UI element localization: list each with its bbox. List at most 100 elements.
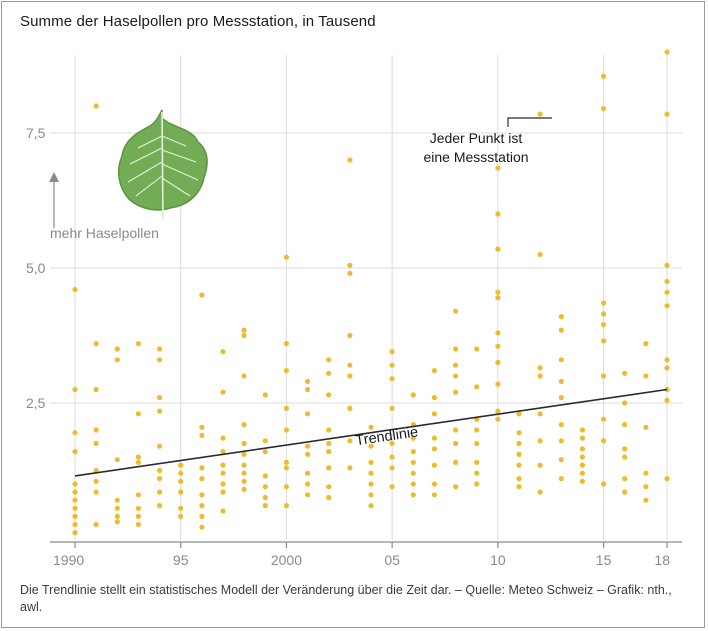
data-point <box>431 435 437 441</box>
data-point <box>601 481 607 487</box>
data-point <box>347 157 353 163</box>
data-point <box>664 303 670 309</box>
x-tick-label: 05 <box>384 552 400 568</box>
data-point <box>72 287 78 293</box>
data-point <box>495 359 501 366</box>
data-point <box>157 489 163 495</box>
data-point <box>453 440 459 447</box>
data-point <box>241 332 247 339</box>
data-point <box>72 505 78 511</box>
data-point <box>664 365 670 371</box>
data-point <box>199 492 205 498</box>
data-point <box>410 435 416 441</box>
y-tick-label: 5,0 <box>26 260 46 276</box>
data-point <box>643 497 649 503</box>
data-point <box>431 481 437 487</box>
data-point <box>135 411 141 417</box>
data-point <box>262 449 268 455</box>
footnote: Die Trendlinie stellt ein statistisches … <box>20 583 672 614</box>
data-point <box>220 349 226 355</box>
data-point <box>622 422 628 428</box>
data-point <box>410 449 416 455</box>
data-point <box>178 462 184 468</box>
data-point <box>326 440 332 447</box>
data-point <box>622 400 628 406</box>
data-point <box>220 508 226 514</box>
data-point <box>305 411 311 417</box>
data-point <box>410 492 416 498</box>
data-point <box>516 430 522 436</box>
up-arrow-icon <box>49 172 59 182</box>
data-point <box>305 470 311 476</box>
data-point <box>326 392 332 398</box>
data-point <box>157 395 163 401</box>
data-point <box>199 524 205 530</box>
data-point <box>622 454 628 460</box>
data-point <box>199 424 205 430</box>
data-point <box>579 427 586 433</box>
data-point <box>283 484 289 490</box>
data-point <box>664 289 670 295</box>
data-point <box>664 476 670 482</box>
data-point <box>474 481 480 487</box>
data-point <box>664 111 670 117</box>
data-point <box>135 505 141 511</box>
data-point <box>157 357 163 363</box>
data-point <box>157 476 163 482</box>
data-point <box>579 454 586 460</box>
data-point <box>495 295 501 301</box>
point-note-line2: eine Messstation <box>423 149 528 165</box>
data-point <box>305 386 311 393</box>
data-point <box>72 386 78 393</box>
x-tick-label: 1990 <box>53 552 84 568</box>
data-point <box>283 459 289 465</box>
data-point <box>262 473 268 479</box>
data-point <box>347 373 353 379</box>
data-point <box>241 440 247 447</box>
data-point <box>93 489 99 495</box>
data-point <box>453 484 459 490</box>
data-point <box>516 462 522 468</box>
data-point <box>135 521 141 528</box>
data-point <box>114 457 120 463</box>
data-point <box>474 459 480 465</box>
x-tick-label: 18 <box>654 552 670 568</box>
chart-title: Summe der Haselpollen pro Messstation, i… <box>20 13 376 30</box>
data-point <box>368 459 374 465</box>
data-point <box>389 440 395 447</box>
data-point <box>537 365 543 371</box>
data-point <box>72 489 78 495</box>
data-point <box>93 103 99 109</box>
data-point <box>241 470 247 476</box>
data-point <box>431 446 437 452</box>
data-point <box>431 462 437 468</box>
data-point <box>262 438 268 444</box>
data-point <box>474 346 480 352</box>
more-pollen-annotation: mehr Haselpollen <box>49 172 159 241</box>
data-point <box>558 378 564 384</box>
data-point <box>178 478 184 484</box>
data-point <box>262 392 268 398</box>
data-point <box>347 332 353 339</box>
data-point <box>241 422 247 428</box>
data-point <box>157 443 163 449</box>
data-point <box>389 362 395 368</box>
data-point <box>495 330 501 336</box>
data-point <box>199 432 205 438</box>
data-point <box>220 449 226 455</box>
data-point <box>72 449 78 455</box>
data-point <box>241 373 247 379</box>
data-point <box>199 476 205 482</box>
data-point <box>389 465 395 471</box>
data-point <box>410 459 416 465</box>
data-point <box>601 438 607 444</box>
data-point <box>453 373 459 379</box>
data-point <box>664 262 670 268</box>
trend-label: Trendlinie <box>354 424 419 449</box>
data-point <box>283 254 289 260</box>
data-point <box>241 451 247 457</box>
data-point <box>474 384 480 390</box>
data-point <box>601 338 607 344</box>
data-point <box>537 111 543 117</box>
